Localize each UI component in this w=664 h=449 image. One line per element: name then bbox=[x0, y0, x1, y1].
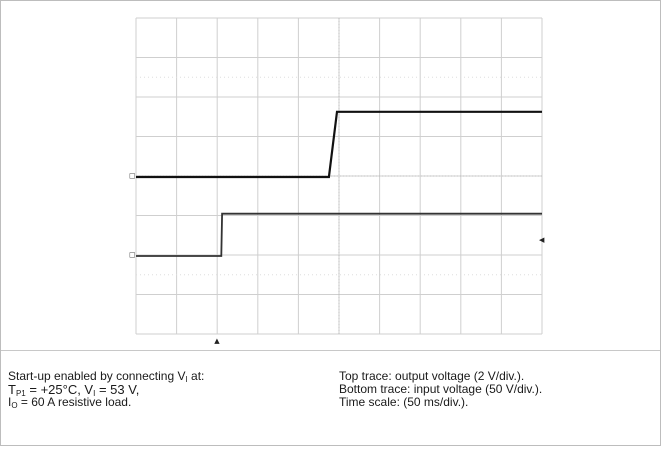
caption-divider bbox=[1, 350, 660, 351]
top-trace-line bbox=[136, 110, 542, 179]
top-trace-ground-marker: ◻ bbox=[129, 171, 136, 180]
bottom-trace-line bbox=[136, 212, 542, 257]
caption-top-trace: Top trace: output voltage (2 V/div.). bbox=[339, 369, 525, 383]
trigger-position-marker: ▲ bbox=[214, 337, 220, 345]
caption-bottom-trace: Bottom trace: input voltage (50 V/div.). bbox=[339, 382, 543, 396]
trigger-level-marker: ◀ bbox=[539, 236, 545, 244]
caption-line-temperature: TP1 = +25°C, VI = 53 V, bbox=[8, 382, 140, 398]
caption-trace-legend: Top trace: output voltage (2 V/div.). Bo… bbox=[339, 370, 542, 409]
scope-markers: ◻ ◻ ▲ ◀ bbox=[129, 171, 545, 345]
caption-line-startup: Start-up enabled by connecting VI at: bbox=[8, 369, 205, 384]
bottom-trace-ground-marker: ◻ bbox=[129, 250, 136, 259]
caption-time-scale: Time scale: (50 ms/div.). bbox=[339, 395, 469, 409]
caption-test-conditions: Start-up enabled by connecting VI at: TP… bbox=[8, 369, 205, 410]
caption-line-load: IO = 60 A resistive load. bbox=[8, 395, 132, 410]
scope-traces bbox=[136, 110, 542, 257]
